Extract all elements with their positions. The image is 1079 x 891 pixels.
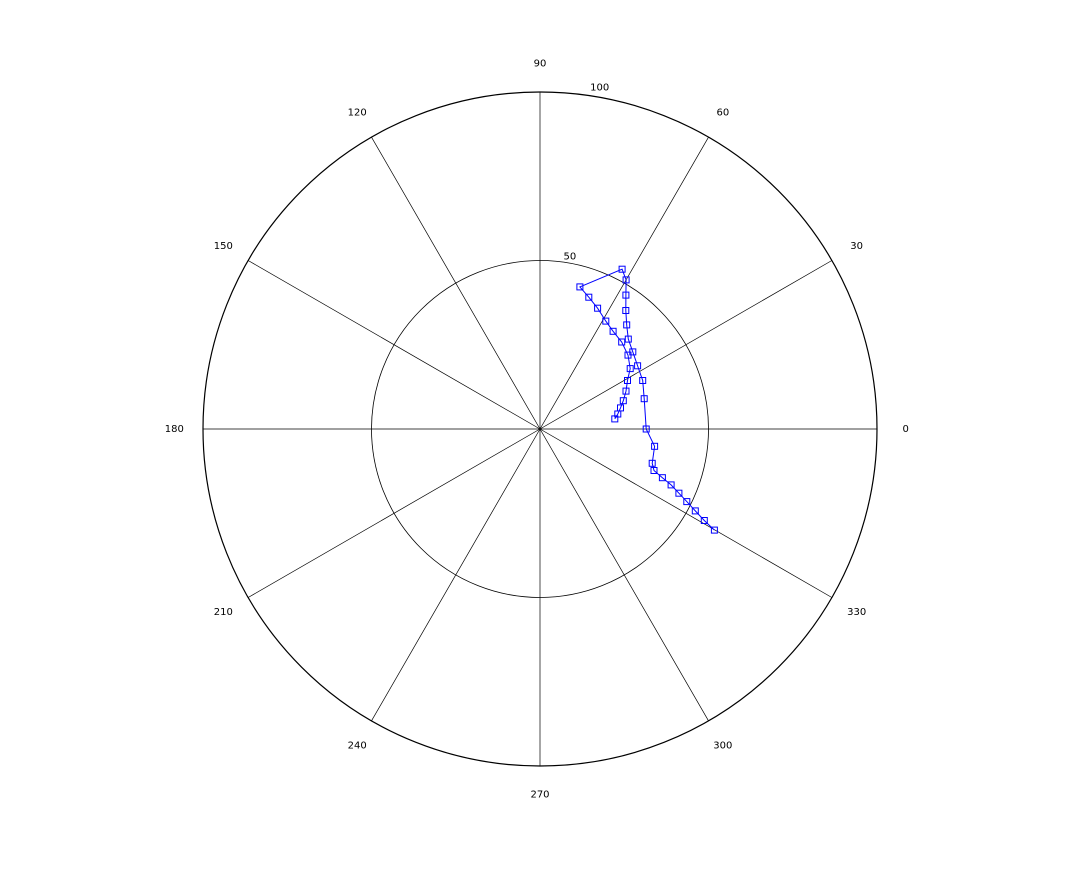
series-marker-21 (576, 283, 584, 291)
angle-tick-label-90: 90 (534, 58, 547, 69)
series-marker-25 (609, 327, 617, 335)
series-marker-3 (683, 498, 691, 506)
angle-tick-label-330: 330 (847, 607, 866, 618)
series-marker-5 (667, 481, 675, 489)
series-marker-28 (626, 365, 634, 373)
series-marker-8 (648, 459, 656, 467)
series-marker-2 (691, 507, 699, 515)
series-marker-26 (618, 338, 626, 346)
series-marker-31 (619, 397, 627, 405)
series-marker-30 (622, 387, 630, 395)
angle-tick-label-150: 150 (214, 241, 233, 252)
series-marker-4 (675, 489, 683, 497)
series-marker-11 (640, 395, 648, 403)
series-marker-13 (634, 362, 642, 370)
series-marker-0 (710, 526, 718, 534)
series-marker-16 (623, 321, 631, 329)
series-marker-9 (651, 442, 659, 450)
series-marker-24 (602, 317, 610, 325)
angle-tick-label-30: 30 (850, 241, 863, 252)
series-marker-12 (639, 377, 647, 384)
angle-spoke-120 (371, 136, 541, 430)
angle-spoke-300 (539, 428, 709, 722)
series-marker-18 (622, 291, 630, 299)
angle-spoke-210 (247, 428, 541, 598)
angle-spoke-330 (539, 428, 833, 598)
series-marker-27 (624, 351, 632, 359)
angle-tick-label-120: 120 (348, 107, 367, 118)
series-marker-22 (585, 293, 593, 301)
series-marker-1 (700, 517, 708, 524)
series-marker-20 (618, 265, 626, 273)
angular-grid-spokes (203, 92, 877, 766)
series-marker-34 (611, 415, 619, 423)
series-marker-10 (642, 425, 650, 433)
series-marker-15 (624, 335, 632, 343)
series-marker-19 (622, 276, 630, 284)
series-marker-29 (624, 377, 631, 384)
radial-tick-label-50: 50 (563, 252, 576, 263)
angle-spoke-150 (247, 260, 541, 430)
angle-tick-label-210: 210 (214, 607, 233, 618)
angle-spoke-30 (539, 260, 833, 430)
angle-tick-label-180: 180 (165, 424, 184, 435)
series-layer (576, 265, 718, 534)
angle-tick-label-240: 240 (348, 741, 367, 752)
series-marker-7 (650, 467, 658, 474)
angle-tick-labels: 0 30 60 90 120 150 180 210 240 270 300 330 (165, 58, 909, 800)
angle-tick-label-270: 270 (530, 790, 549, 801)
radial-tick-labels: 50 100 (563, 82, 609, 262)
radial-tick-label-100: 100 (590, 82, 609, 93)
series-marker-23 (594, 304, 602, 312)
angle-spoke-240 (371, 428, 541, 722)
angle-tick-label-0: 0 (902, 424, 908, 435)
series-marker-6 (658, 474, 666, 482)
series-marker-17 (622, 307, 630, 314)
angle-tick-label-60: 60 (716, 107, 729, 118)
angle-tick-label-300: 300 (713, 741, 732, 752)
